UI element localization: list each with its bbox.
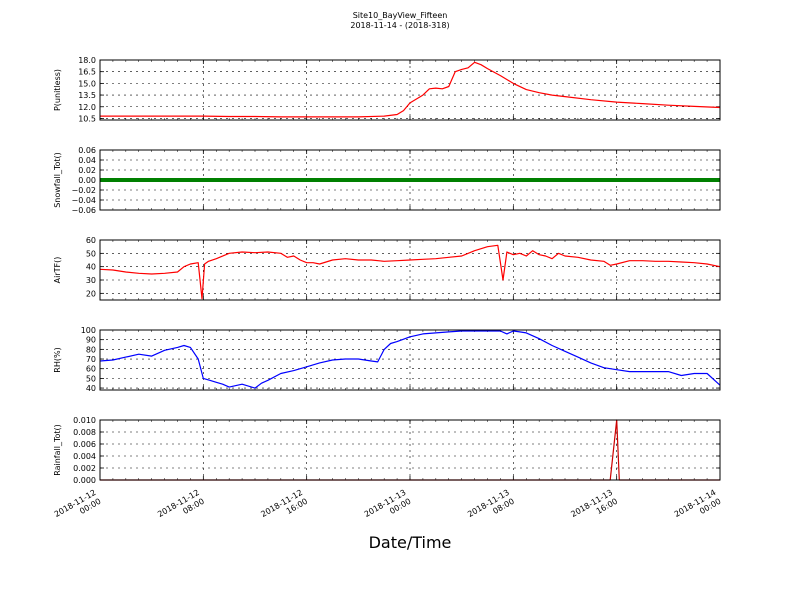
y-axis-label: Snowfall_Tot() [53,152,62,208]
chart-subtitle: 2018-11-14 - (2018-318) [350,21,450,30]
series-line [100,61,721,118]
y-tick-label: 100 [81,326,96,335]
y-tick-label: 15.0 [78,79,96,88]
x-tick-label: 2018-11-1200:00 [53,488,103,528]
y-tick-label: 0.02 [78,166,96,175]
y-tick-label: 50 [86,374,96,383]
plot-frame [99,59,721,121]
x-axis-title: Date/Time [368,533,452,552]
y-axis-label: Rainfall_Tot() [53,424,62,476]
x-tick-label: 2018-11-1308:00 [466,488,516,528]
y-axis-label: RH(%) [53,347,62,372]
y-tick-label: 0.008 [73,428,96,437]
y-tick-label: −0.04 [71,196,96,205]
panel-1: −0.06−0.04−0.020.000.020.040.06 Snowfall_… [53,146,721,215]
y-tick-label: 90 [86,336,96,345]
plot-frame [99,329,721,391]
series-line [99,330,721,389]
y-tick-label: 0.010 [73,416,96,425]
y-tick-label: 0.06 [78,146,96,155]
x-tick-label: 2018-11-1300:00 [363,488,413,528]
chart-title: Site10_BayView_Fifteen [352,11,448,20]
y-tick-label: 30 [86,276,96,285]
y-tick-label: 60 [86,365,96,374]
y-tick-label: −0.06 [71,206,96,215]
y-tick-label: 0.04 [78,156,96,165]
plot-frame [99,149,721,211]
y-tick-label: 0.002 [73,464,96,473]
panel-4: 0.000 0.002 0.004 0.006 0.008 0.010 Rainfall_T… [53,416,721,485]
y-tick-label: 80 [86,345,96,354]
y-tick-label: 0.004 [73,452,96,461]
y-tick-label: 50 [86,249,96,258]
y-axis-label: P(unitless) [53,69,62,111]
y-tick-label: 16.5 [78,68,96,77]
y-tick-label: 70 [86,355,96,364]
y-tick-label: 10.5 [78,114,96,123]
y-tick-label: 13.5 [78,91,96,100]
y-tick-label: 18.0 [78,56,96,65]
y-tick-label: −0.02 [71,186,96,195]
panel-0: 10.5 12.0 13.5 15.0 16.5 18.0 P(unitless) [53,56,721,123]
y-tick-label: 60 [86,236,96,245]
panel-2: 20 30 40 50 60 AirTF() [53,236,721,301]
x-tick-label: 2018-11-1316:00 [569,488,619,528]
y-tick-label: 0.006 [73,440,96,449]
y-axis-label: AirTF() [53,257,62,284]
x-tick-label: 2018-11-1400:00 [673,488,723,528]
x-tick-label: 2018-11-1208:00 [156,488,206,528]
y-tick-label: 40 [86,384,96,393]
y-tick-label: 20 [86,289,96,298]
y-tick-label: 40 [86,263,96,272]
y-tick-label: 0.000 [73,476,96,485]
y-tick-label: 12.0 [78,103,96,112]
plot-frame [99,239,721,301]
series-line [99,244,721,300]
y-tick-label: 0.00 [78,176,96,185]
x-tick-label: 2018-11-1216:00 [259,488,309,528]
plot-frame [99,419,721,481]
